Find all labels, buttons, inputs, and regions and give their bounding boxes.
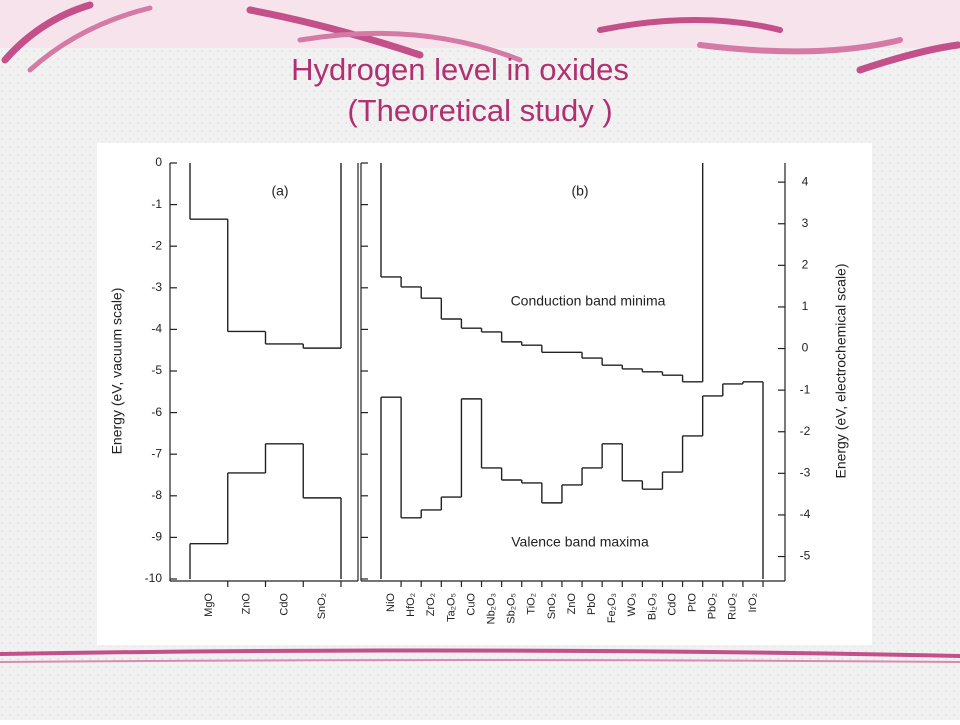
panel-label: (a) <box>271 183 288 199</box>
annotation: Valence band maxima <box>511 534 649 550</box>
slide-title: (Theoretical study ) <box>347 93 612 128</box>
x-tick-label: CdO <box>278 593 290 616</box>
y2-tick-label: 3 <box>802 216 809 230</box>
x-tick-label: PtO <box>687 593 699 612</box>
x-tick-label: PbO₂ <box>707 593 719 619</box>
decoration <box>0 0 960 663</box>
x-tick-label: ZnO <box>241 593 253 615</box>
y-tick-label: 0 <box>155 155 162 169</box>
x-tick-label: RuO₂ <box>727 593 739 620</box>
x-tick-label: PbO <box>586 593 598 615</box>
y-tick-label: -5 <box>151 363 162 377</box>
y-axis-label: Energy (eV, vacuum scale) <box>109 288 125 455</box>
x-tick-label: WO₃ <box>626 593 638 616</box>
x-tick-label: MgO <box>203 593 215 617</box>
y-tick-label: -2 <box>151 238 162 252</box>
y-tick-label: -7 <box>151 446 162 460</box>
y-tick-label: -1 <box>151 197 162 211</box>
x-tick-label: Fe₂O₃ <box>606 593 618 623</box>
x-tick-label: SnO₂ <box>546 593 558 619</box>
x-tick-label: TiO₂ <box>526 593 538 615</box>
y-tick-label: -3 <box>151 280 162 294</box>
y-tick-label: -6 <box>151 405 162 419</box>
y2-tick-label: 4 <box>802 174 809 188</box>
x-tick-label: HfO₂ <box>405 593 417 617</box>
y2-tick-label: 2 <box>802 258 809 272</box>
panel-label: (b) <box>571 183 588 199</box>
x-tick-label: IrO₂ <box>747 593 759 613</box>
y2-tick-label: -5 <box>800 549 811 563</box>
y2-tick-label: -1 <box>800 382 811 396</box>
y2-tick-label: 1 <box>802 299 809 313</box>
x-tick-label: CuO <box>465 593 477 616</box>
figure-background <box>97 143 872 645</box>
y2-axis-label: Energy (eV, electrochemical scale) <box>833 263 849 478</box>
y-tick-label: -9 <box>151 530 162 544</box>
y2-tick-label: -3 <box>800 466 811 480</box>
y2-tick-label: -4 <box>800 507 811 521</box>
x-tick-label: Bi₂O₃ <box>646 593 658 620</box>
slide-title: Hydrogen level in oxides <box>291 52 629 87</box>
y-tick-label: -4 <box>151 322 162 336</box>
x-tick-label: SnO₂ <box>316 593 328 619</box>
y2-tick-label: -2 <box>800 424 811 438</box>
x-tick-label: ZrO₂ <box>425 593 437 616</box>
x-tick-label: NiO <box>385 593 397 612</box>
x-tick-label: ZnO <box>566 593 578 615</box>
y-tick-label: -10 <box>145 571 163 585</box>
x-tick-label: Nb₂O₃ <box>485 593 497 624</box>
x-tick-label: Ta₂O₅ <box>445 593 457 622</box>
y2-tick-label: 0 <box>802 341 809 355</box>
x-tick-label: Sb₂O₅ <box>506 593 518 624</box>
annotation: Conduction band minima <box>511 293 666 309</box>
y-tick-label: -8 <box>151 488 162 502</box>
x-tick-label: CdO <box>666 593 678 616</box>
